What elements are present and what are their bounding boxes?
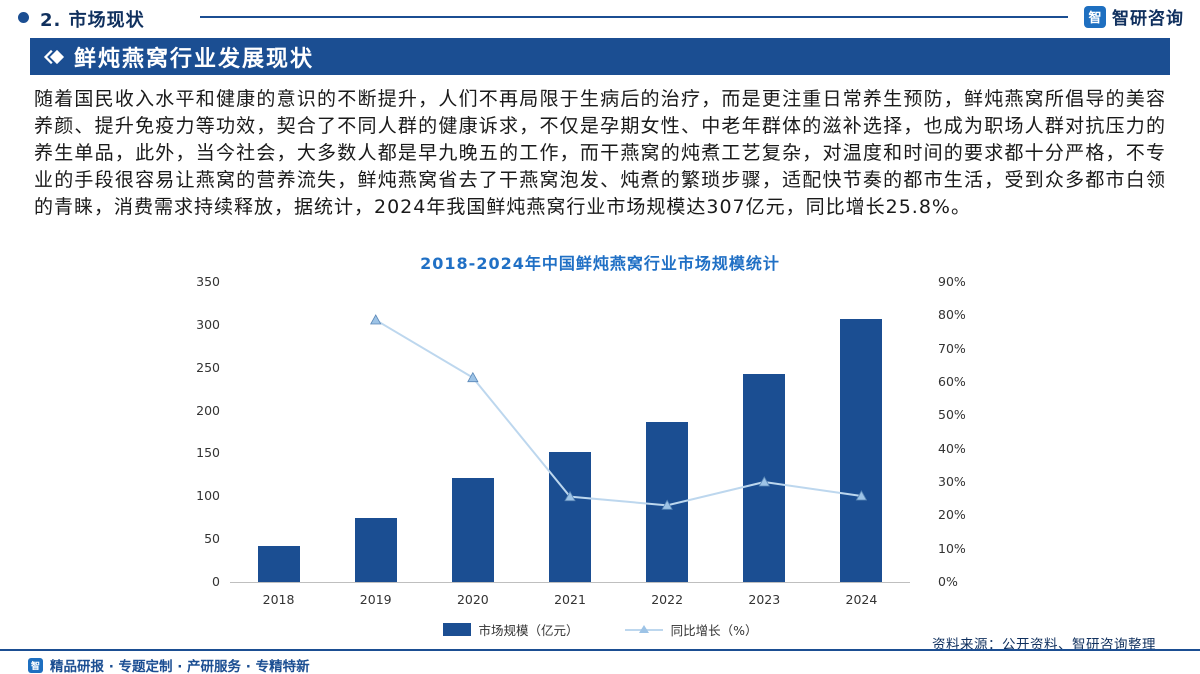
right-axis-tick: 40% (938, 440, 966, 456)
double-diamond-icon (43, 49, 65, 64)
left-axis: 350 300 250 200 150 100 50 0 (166, 274, 220, 589)
right-axis-tick: 30% (938, 474, 966, 489)
x-axis-label: 2021 (554, 592, 586, 607)
chart-legend: 市场规模（亿元） 同比增长（%） (0, 620, 1200, 639)
legend-label-bar: 市场规模（亿元） (478, 623, 579, 638)
left-axis-tick: 50 (204, 531, 220, 547)
left-axis-tick: 300 (196, 316, 220, 332)
left-axis-tick: 350 (196, 274, 220, 289)
footer-text: 精品研报 · 专题定制 · 产研服务 · 专精特新 (50, 659, 310, 674)
footer-divider (0, 649, 1200, 651)
bar-2021 (549, 451, 591, 582)
right-axis-tick: 20% (938, 507, 966, 523)
x-axis-label: 2018 (262, 592, 295, 607)
left-axis-tick: 250 (196, 359, 220, 375)
logo-text: 智研咨询 (1112, 9, 1184, 29)
bar-swatch-icon (442, 623, 471, 636)
x-axis: 2018 2019 2020 2021 2022 2023 2024 (230, 592, 910, 612)
left-axis-tick: 200 (196, 402, 220, 418)
x-axis-label: 2022 (651, 592, 684, 607)
right-axis-tick: 50% (938, 407, 966, 423)
bar-2018 (257, 546, 300, 582)
brand-logo: 智 智研咨询 (1084, 4, 1184, 29)
left-axis-tick: 0 (212, 574, 220, 589)
bar-2020 (451, 478, 494, 582)
footer-logo-icon: 智 (28, 657, 43, 673)
plot-area (230, 282, 910, 583)
legend-item-bar: 市场规模（亿元） (442, 620, 579, 639)
bar-2024 (840, 318, 883, 582)
legend-item-line: 同比增长（%） (624, 620, 758, 639)
page-title: 2. 市场现状 (40, 10, 145, 31)
x-axis-label: 2023 (748, 592, 781, 607)
footer: 智 精品研报 · 专题定制 · 产研服务 · 专精特新 (28, 655, 310, 674)
x-axis-label: 2019 (359, 592, 392, 607)
right-axis-tick: 10% (938, 540, 966, 556)
section-title: 鲜炖燕窝行业发展现状 (74, 46, 315, 72)
right-axis-tick: 0% (938, 574, 958, 589)
legend-label-line: 同比增长（%） (670, 623, 758, 638)
bar-2019 (354, 517, 397, 582)
left-axis-tick: 100 (196, 488, 220, 504)
chart-title: 2018-2024年中国鲜炖燕窝行业市场规模统计 (420, 254, 780, 273)
right-axis-tick: 80% (938, 307, 966, 323)
x-axis-label: 2020 (456, 592, 489, 607)
right-axis: 90% 80% 70% 60% 50% 40% 30% 20% 10% 0% (938, 274, 992, 589)
right-axis-tick: 90% (938, 274, 966, 289)
logo-icon: 智 (1084, 5, 1106, 28)
right-axis-tick: 60% (938, 374, 966, 389)
line-swatch-icon (624, 623, 663, 637)
body-paragraph: 随着国民收入水平和健康的意识的不断提升，人们不再局限于生病后的治疗，而是更注重日… (34, 88, 1166, 218)
header-divider (200, 16, 1068, 18)
section-banner: 鲜炖燕窝行业发展现状 (30, 38, 1170, 75)
x-axis-label: 2024 (845, 592, 878, 607)
bullet-dot-icon (18, 12, 29, 23)
left-axis-tick: 150 (196, 445, 220, 461)
growth-line (370, 314, 868, 510)
right-axis-tick: 70% (938, 340, 966, 356)
